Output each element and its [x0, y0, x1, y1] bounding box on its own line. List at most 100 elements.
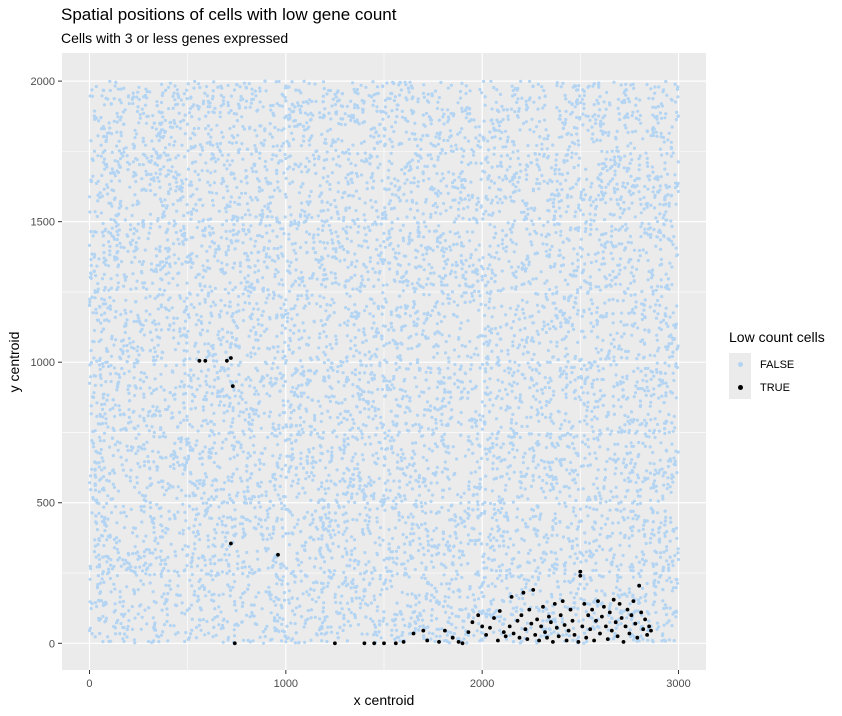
point-false [156, 541, 160, 546]
point-false [550, 595, 554, 599]
point-false [578, 420, 582, 424]
point-false [283, 215, 287, 219]
point-false [581, 88, 585, 92]
point-false [207, 590, 211, 594]
point-false [138, 465, 142, 469]
point-false [102, 475, 106, 479]
point-false [562, 337, 567, 341]
point-false [152, 460, 156, 464]
point-false [262, 246, 266, 250]
point-false [379, 222, 383, 226]
point-false [175, 124, 179, 129]
point-false [656, 121, 660, 125]
point-false [245, 469, 249, 473]
point-false [452, 554, 456, 559]
point-false [159, 268, 163, 272]
point-false [125, 635, 129, 639]
point-false [669, 154, 674, 158]
point-false [234, 215, 238, 219]
point-false [651, 130, 655, 135]
point-false [591, 429, 595, 434]
point-false [393, 95, 397, 99]
point-false [610, 224, 614, 228]
point-false [618, 215, 622, 219]
point-false [129, 468, 133, 472]
point-false [355, 120, 359, 124]
point-false [191, 392, 195, 396]
point-false [210, 391, 214, 396]
point-false [142, 95, 146, 99]
point-false [100, 577, 104, 581]
point-false [617, 272, 621, 276]
point-false [296, 294, 300, 298]
point-false [482, 566, 486, 570]
point-false [264, 627, 268, 631]
point-false [145, 287, 149, 291]
point-false [373, 461, 377, 465]
point-false [420, 523, 424, 527]
point-false [484, 474, 488, 478]
point-false [288, 416, 292, 420]
point-false [575, 543, 580, 547]
point-false [352, 87, 356, 91]
point-false [497, 129, 501, 133]
point-false [163, 398, 167, 402]
point-false [443, 388, 447, 392]
point-false [353, 222, 357, 226]
point-false [575, 132, 579, 136]
point-false [648, 404, 652, 408]
point-false [672, 235, 676, 239]
point-false [526, 207, 530, 211]
point-false [249, 237, 253, 241]
point-false [297, 563, 301, 567]
point-false [526, 497, 530, 501]
point-false [458, 89, 462, 94]
point-false [358, 387, 362, 391]
point-false [618, 380, 623, 384]
point-false [197, 82, 201, 86]
point-false [367, 435, 371, 439]
point-false [456, 493, 460, 497]
point-false [456, 101, 460, 105]
point-false [200, 424, 204, 428]
point-false [268, 506, 272, 511]
point-false [453, 530, 457, 535]
point-false [452, 348, 457, 352]
point-false [453, 372, 457, 376]
point-false [495, 164, 500, 168]
point-false [394, 361, 398, 366]
point-false [441, 254, 445, 258]
point-false [279, 306, 283, 310]
point-false [399, 328, 404, 332]
point-false [351, 435, 355, 439]
point-false [422, 413, 426, 417]
point-false [369, 478, 373, 482]
point-false [609, 489, 613, 494]
point-false [538, 514, 542, 519]
point-false [421, 212, 425, 216]
point-false [114, 536, 119, 540]
point-false [647, 178, 651, 182]
point-false [598, 138, 603, 143]
point-false [642, 341, 647, 345]
point-false [374, 433, 378, 437]
point-false [301, 134, 306, 138]
point-false [380, 387, 385, 391]
point-false [375, 155, 379, 159]
point-false [236, 303, 240, 307]
point-false [619, 356, 624, 360]
point-false [448, 230, 452, 234]
point-false [249, 101, 253, 105]
point-false [267, 293, 271, 297]
point-false [329, 216, 333, 220]
point-false [381, 291, 385, 295]
point-false [284, 156, 288, 161]
point-false [278, 497, 282, 501]
point-false [287, 142, 291, 146]
point-false [119, 312, 123, 317]
point-false [305, 289, 309, 293]
point-false [567, 420, 571, 424]
point-false [529, 240, 533, 244]
point-false [278, 431, 282, 435]
point-false [172, 569, 177, 573]
